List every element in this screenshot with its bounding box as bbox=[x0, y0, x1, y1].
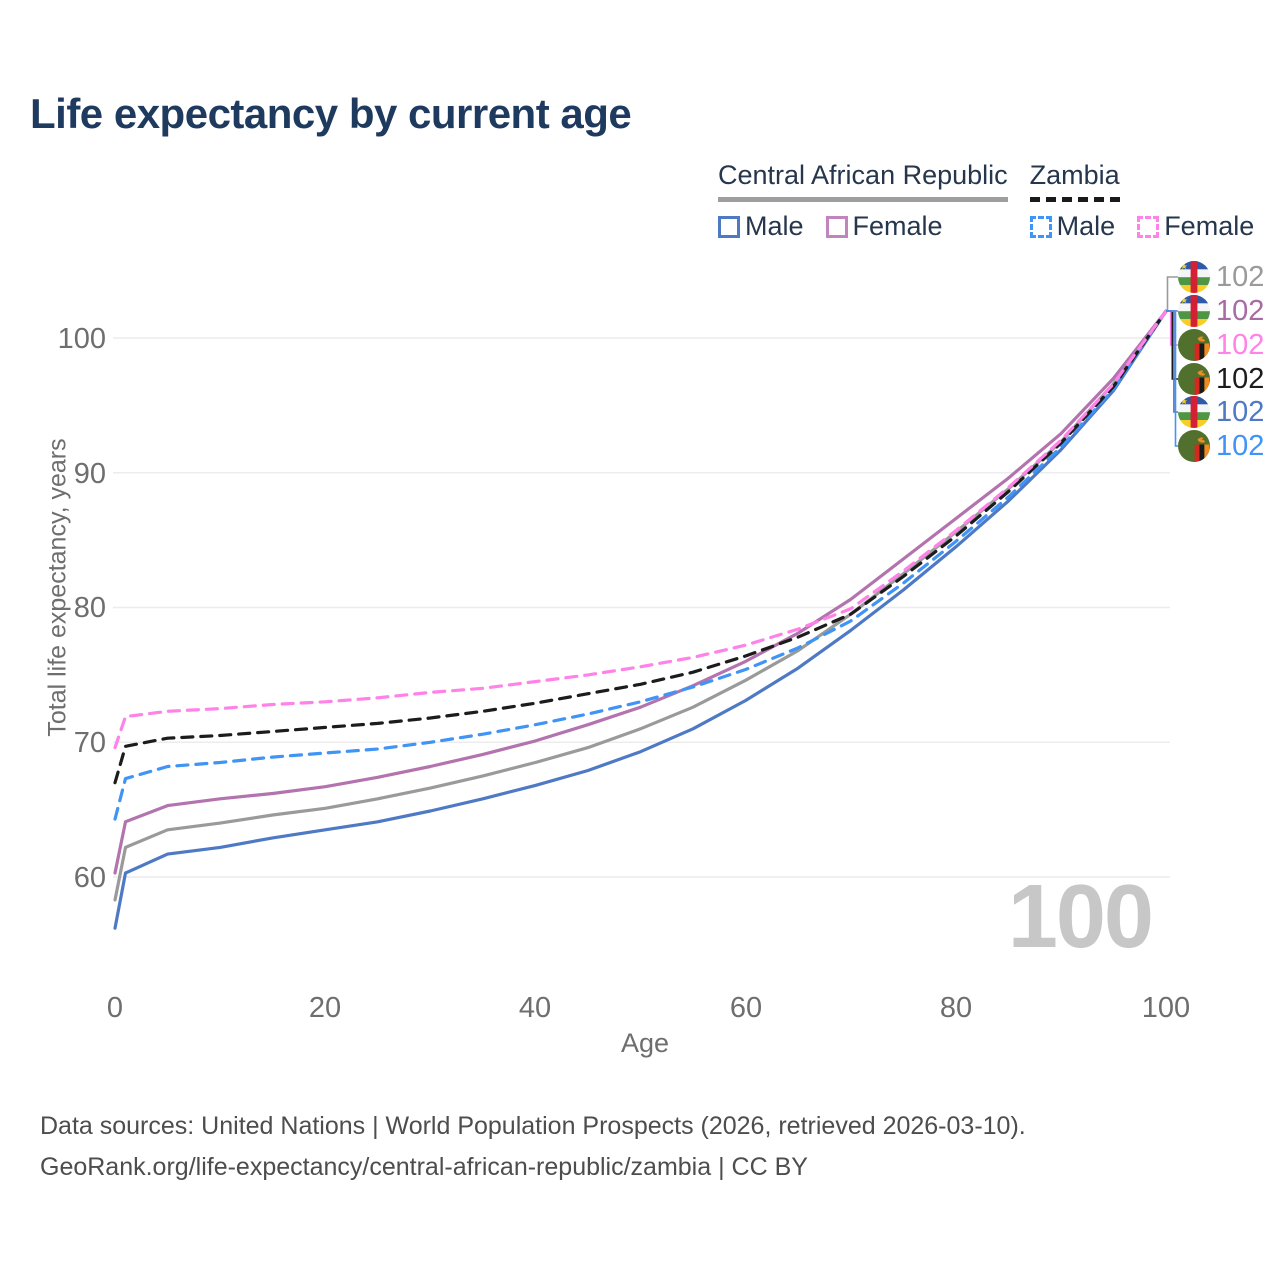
y-axis-title: Total life expectancy, years bbox=[43, 438, 72, 737]
zambia-flag-icon bbox=[1178, 363, 1210, 395]
series-line-car-female bbox=[113, 309, 1168, 875]
end-label-car-female: 102 bbox=[1178, 294, 1264, 328]
end-label-zambia-male: 102 bbox=[1178, 429, 1264, 463]
x-tick-label: 80 bbox=[939, 992, 973, 1024]
legend: Central African Republic Male Female Zam… bbox=[718, 160, 1254, 242]
legend-item-label: Male bbox=[745, 211, 804, 241]
y-tick-label: 70 bbox=[73, 727, 106, 759]
data-source-note: Data sources: United Nations | World Pop… bbox=[40, 1106, 1026, 1187]
legend-group-central-african-republic: Central African Republic Male Female bbox=[718, 160, 1008, 242]
x-tick-label: 100 bbox=[1141, 992, 1191, 1024]
x-axis-title: Age bbox=[620, 1028, 670, 1058]
leader-line-5 bbox=[1166, 310, 1178, 447]
y-tick-label: 100 bbox=[57, 323, 106, 355]
end-label-car-both: 102 bbox=[1178, 260, 1264, 294]
legend-item-zambia-female[interactable]: Female bbox=[1137, 211, 1254, 242]
zambia-flag-icon bbox=[1178, 430, 1210, 462]
legend-title-central-african-republic: Central African Republic bbox=[718, 160, 1008, 202]
series-line-car-male bbox=[113, 309, 1168, 930]
legend-title-zambia: Zambia bbox=[1029, 160, 1120, 202]
legend-item-car-male[interactable]: Male bbox=[718, 211, 804, 242]
central-african-republic-flag-icon bbox=[1178, 261, 1210, 293]
legend-item-car-female[interactable]: Female bbox=[825, 211, 943, 242]
current-age-indicator: 100 bbox=[1007, 867, 1154, 967]
y-tick-label: 80 bbox=[73, 592, 106, 624]
central-african-republic-flag-icon bbox=[1178, 295, 1210, 327]
series-line-zambia-female bbox=[113, 309, 1168, 750]
zambia-female-swatch-icon bbox=[1137, 215, 1160, 238]
central-african-republic-flag-icon bbox=[1178, 396, 1210, 428]
legend-item-zambia-male[interactable]: Male bbox=[1029, 211, 1116, 242]
x-tick-label: 60 bbox=[729, 992, 763, 1024]
data-source-line2: GeoRank.org/life-expectancy/central-afri… bbox=[40, 1152, 808, 1181]
end-label-value: 102 bbox=[1216, 395, 1265, 428]
end-label-value: 102 bbox=[1216, 362, 1265, 395]
legend-item-label: Female bbox=[852, 211, 943, 241]
legend-group-zambia: Zambia Male Female bbox=[1029, 160, 1254, 242]
car-female-swatch-icon bbox=[825, 215, 848, 238]
leader-line-0 bbox=[1166, 276, 1178, 312]
x-tick-label: 20 bbox=[308, 992, 342, 1024]
legend-item-label: Female bbox=[1164, 211, 1255, 241]
end-label-car-male: 102 bbox=[1178, 395, 1264, 429]
legend-item-label: Male bbox=[1056, 211, 1116, 241]
end-label-zambia-both: 102 bbox=[1178, 362, 1264, 396]
end-label-value: 102 bbox=[1216, 294, 1265, 327]
x-tick-label: 0 bbox=[106, 992, 124, 1024]
y-tick-label: 60 bbox=[73, 862, 106, 894]
car-male-swatch-icon bbox=[718, 215, 740, 238]
data-source-line1: Data sources: United Nations | World Pop… bbox=[40, 1112, 1026, 1140]
zambia-flag-icon bbox=[1178, 329, 1210, 361]
series-line-zambia-both bbox=[113, 309, 1168, 785]
page-title: Life expectancy by current age bbox=[30, 90, 632, 137]
zambia-male-swatch-icon bbox=[1029, 215, 1052, 238]
y-tick-label: 90 bbox=[73, 458, 106, 490]
series-line-car-both bbox=[113, 309, 1168, 902]
series-line-zambia-male bbox=[113, 309, 1168, 821]
end-label-zambia-female: 102 bbox=[1178, 328, 1264, 362]
x-tick-label: 40 bbox=[518, 992, 552, 1024]
end-label-value: 102 bbox=[1216, 260, 1265, 293]
end-label-value: 102 bbox=[1216, 429, 1265, 462]
end-label-value: 102 bbox=[1216, 328, 1265, 361]
